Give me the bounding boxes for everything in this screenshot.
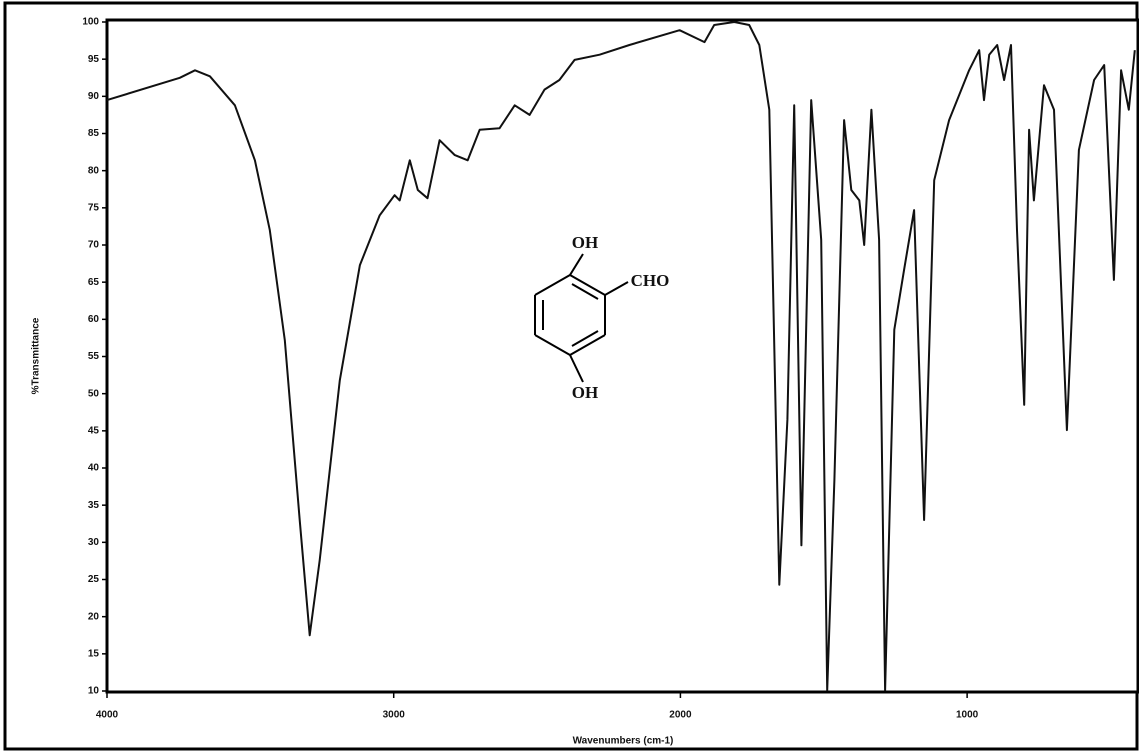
y-tick-label: 40 [88,463,100,474]
bond [534,334,571,356]
x-tick-label: 4000 [96,710,119,721]
y-tick-label: 60 [88,314,100,325]
y-tick-label: 15 [88,648,100,659]
y-tick-label: 25 [88,574,100,585]
annotation: CHO [631,271,670,290]
x-tick-label: 1000 [956,710,979,721]
y-tick-label: 90 [88,91,100,102]
bond [571,330,599,347]
structure: OH CHO OH [534,233,670,402]
y-tick-label: 75 [88,202,100,213]
y-tick-label: 30 [88,537,100,548]
bond [534,274,571,296]
y-tick-label: 20 [88,611,100,622]
y-tick-label: 50 [88,388,100,399]
x-axis-label: Wavenumbers (cm-1) [573,736,674,747]
bond [569,253,584,276]
y-tick-label: 35 [88,500,100,511]
annotation: OH [572,233,598,252]
y-tick-label: 100 [82,17,99,28]
y-tick-label: 80 [88,165,100,176]
bond [569,354,584,383]
x-tick-label: 3000 [383,710,406,721]
plot-frame [105,18,1139,694]
y-tick-label: 45 [88,425,100,436]
bond [569,274,606,296]
y-tick-label: 70 [88,240,100,251]
spectrum-line [106,21,1136,692]
annotation: OH [572,383,598,402]
x-tick-label: 2000 [669,710,692,721]
y-axis-label: %Transmittance [31,317,42,394]
y-tick-label: 65 [88,277,100,288]
bond [569,334,606,356]
y-tick-label: 10 [88,686,100,697]
y-tick-label: 95 [88,54,100,65]
y-tick-label: 55 [88,351,100,362]
bond [571,283,599,300]
y-tick-label: 85 [88,128,100,139]
bond [604,281,629,296]
